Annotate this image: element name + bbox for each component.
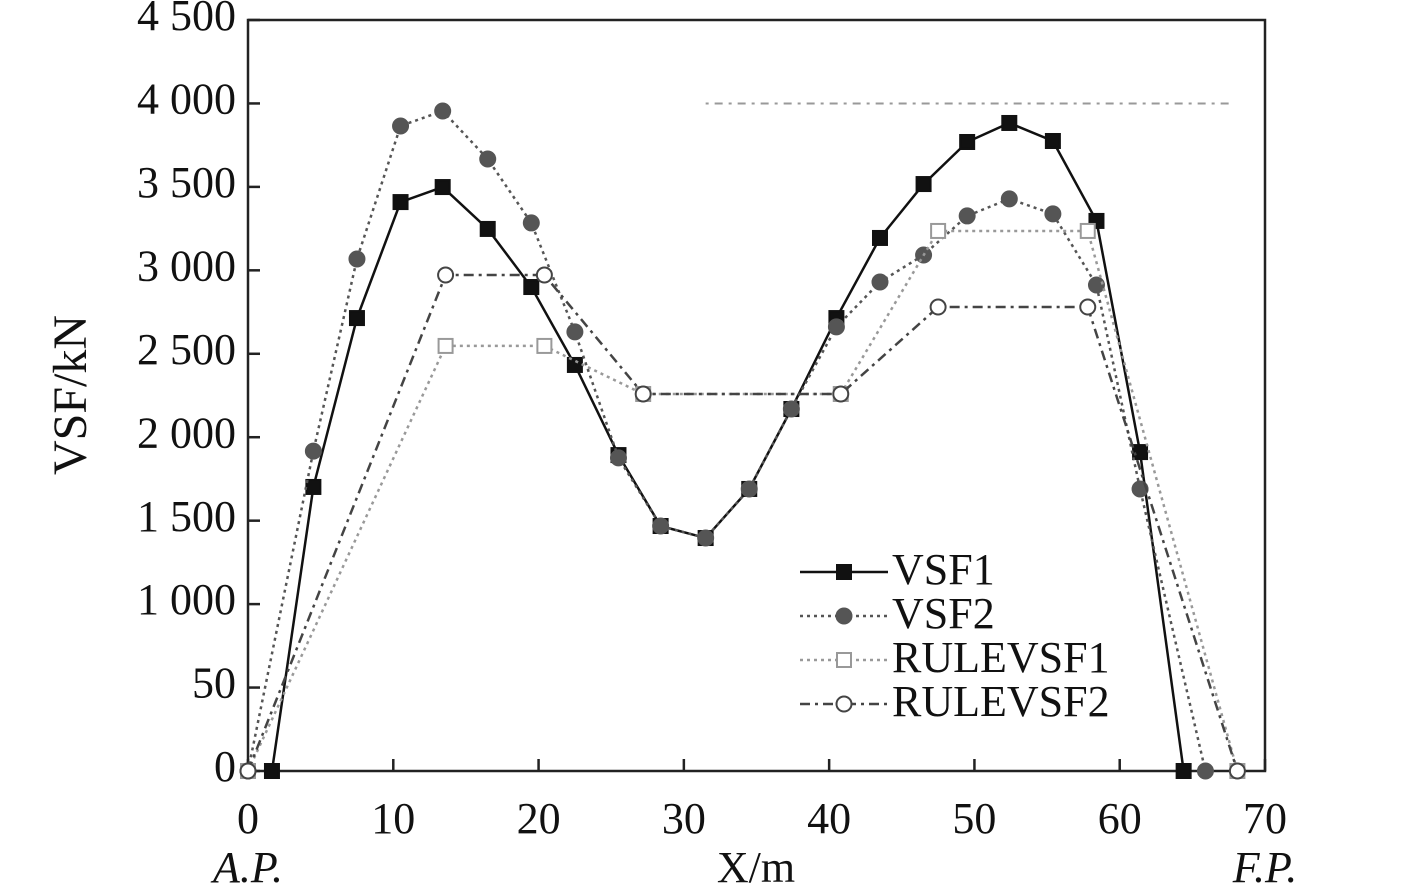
annotation: F.P. [1232,843,1297,892]
marker [782,400,800,418]
marker [305,478,322,495]
marker [740,480,758,498]
marker [239,762,257,780]
y-tick-label: 1 000 [137,575,236,624]
marker [832,385,850,403]
annotation: A.P. [210,843,283,892]
marker [1196,762,1214,780]
marker [348,250,366,268]
y-tick-label: 3 500 [137,158,236,207]
marker [835,607,853,625]
x-tick-label: 50 [952,794,996,843]
marker [929,298,947,316]
marker [434,102,452,120]
marker [1001,114,1018,131]
marker [522,214,540,232]
marker [1175,763,1192,779]
marker [479,150,497,168]
legend-label: RULEVSF2 [892,677,1110,726]
marker [835,695,853,713]
legend-label: RULEVSF1 [892,633,1110,682]
marker [434,179,451,196]
marker [535,266,553,284]
marker [566,356,583,373]
y-tick-label: 3 000 [137,241,236,290]
marker [566,323,584,341]
series-line [246,109,1207,772]
marker [652,517,670,535]
series-line [246,229,1239,772]
marker [958,207,976,225]
marker [697,529,715,547]
y-tick-label: 50 [192,659,236,708]
marker [1228,762,1246,780]
y-tick-label: 2 000 [137,408,236,457]
marker [1132,444,1149,461]
marker [827,318,845,336]
marker [1087,276,1105,294]
marker [1079,222,1096,239]
x-tick-label: 60 [1098,794,1142,843]
marker [634,385,652,403]
marker [479,220,496,237]
marker [836,564,852,580]
x-tick-label: 40 [807,794,851,843]
x-tick-label: 30 [662,794,706,843]
marker [871,273,889,291]
marker [1079,298,1097,316]
plot-frame [246,18,1267,773]
x-axis-label: X/m [717,843,795,892]
y-axis-label: VSF/kN [44,315,97,475]
marker [392,117,410,135]
x-tick-label: 70 [1243,794,1287,843]
y-tick-label: 0 [214,742,236,791]
marker [871,229,888,246]
x-tick-label: 20 [517,794,561,843]
x-tick-label: 10 [371,794,415,843]
marker [1044,205,1062,223]
marker [523,279,540,296]
marker [437,266,455,284]
y-tick-label: 4 500 [137,0,236,40]
legend-label: VSF1 [892,545,995,594]
marker [392,194,409,211]
marker [263,763,280,779]
legend-label: VSF2 [892,589,995,638]
marker [304,442,322,460]
marker [959,133,976,150]
y-tick-label: 1 500 [137,492,236,541]
marker [915,176,932,193]
marker [437,337,454,354]
y-tick-label: 4 000 [137,75,236,124]
marker [836,652,852,668]
marker [609,449,627,467]
x-tick-label: 0 [237,794,259,843]
marker [930,222,947,239]
marker [1000,190,1018,208]
marker [536,337,553,354]
marker [348,310,365,327]
marker [1044,132,1061,149]
y-tick-label: 2 500 [137,325,236,374]
